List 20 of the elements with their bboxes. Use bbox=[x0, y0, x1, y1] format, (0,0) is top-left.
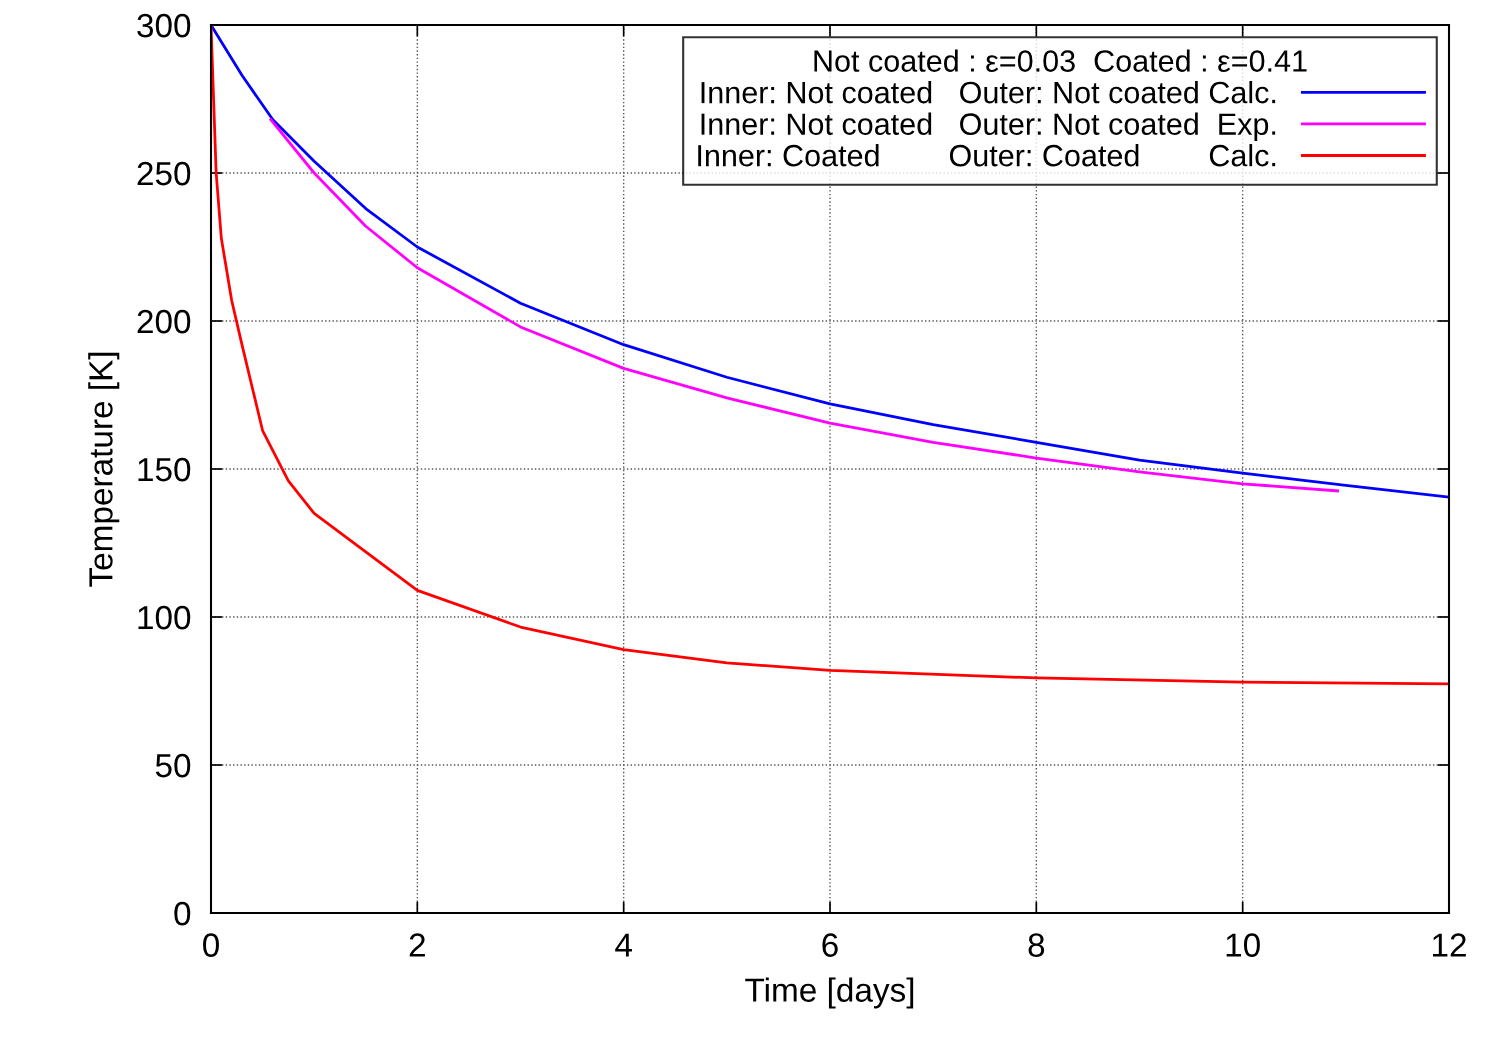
x-tick-label: 0 bbox=[203, 933, 219, 957]
y-tick-label: 250 bbox=[137, 161, 191, 186]
y-axis-title: Temperature [K] bbox=[88, 352, 120, 587]
x-axis-title: Time [days] bbox=[745, 977, 914, 1009]
y-tick-label: 100 bbox=[138, 605, 191, 630]
legend-title: Not coated : ε=0.03 Coated : ε=0.41 bbox=[814, 49, 1307, 72]
y-tick-label: 50 bbox=[155, 753, 191, 778]
x-tick-label: 8 bbox=[1028, 933, 1045, 957]
x-tick-label: 6 bbox=[822, 933, 838, 957]
y-tick-label: 150 bbox=[138, 457, 191, 482]
x-tick-label: 10 bbox=[1226, 933, 1260, 957]
legend-label: Inner: Coated Outer: Coated Calc. bbox=[698, 144, 1276, 167]
x-tick-label: 4 bbox=[615, 933, 632, 957]
x-tick-label: 2 bbox=[409, 933, 425, 957]
legend-label: Inner: Not coated Outer: Not coated Calc. bbox=[701, 80, 1276, 104]
y-tick-label: 300 bbox=[137, 13, 191, 38]
x-tick-label: 12 bbox=[1433, 933, 1466, 957]
y-tick-label: 200 bbox=[137, 309, 191, 334]
legend-label: Inner: Not coated Outer: Not coated Exp. bbox=[701, 112, 1276, 142]
y-tick-label: 0 bbox=[174, 901, 191, 926]
